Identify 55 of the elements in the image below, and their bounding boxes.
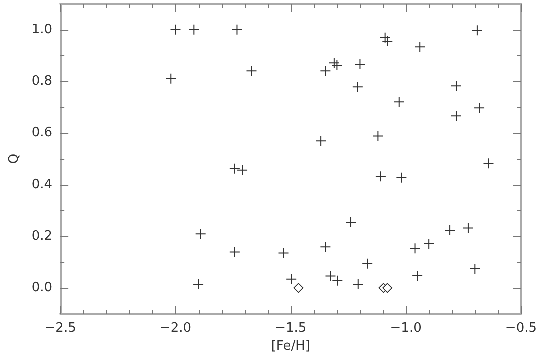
- x-tick-label: −1.0: [390, 321, 422, 336]
- point: [229, 163, 240, 174]
- point: [320, 66, 332, 77]
- point: [474, 102, 486, 114]
- x-tick-label: −1.5: [275, 321, 307, 336]
- y-tick-label: 0.2: [32, 229, 53, 244]
- point: [380, 32, 391, 44]
- point: [354, 58, 366, 70]
- y-tick-label: 0.8: [32, 74, 53, 89]
- point: [294, 283, 304, 294]
- y-tick-label: 0.0: [32, 280, 53, 296]
- point: [362, 258, 374, 270]
- point: [166, 73, 177, 84]
- point: [412, 270, 424, 282]
- y-tick-label: 0.6: [32, 126, 53, 141]
- y-tick-label: 0.4: [32, 177, 53, 192]
- point: [193, 279, 204, 290]
- point: [246, 66, 258, 77]
- point: [462, 222, 474, 234]
- point: [450, 80, 462, 92]
- point: [232, 24, 243, 36]
- point: [332, 60, 343, 71]
- point: [352, 82, 364, 93]
- point: [188, 24, 200, 36]
- point: [352, 279, 364, 290]
- x-tick-label: −0.5: [505, 321, 538, 336]
- point: [195, 228, 206, 240]
- point: [396, 172, 408, 184]
- y-axis-title: Q: [7, 154, 22, 164]
- point: [414, 42, 426, 53]
- x-axis-title: [Fe/H]: [271, 339, 310, 354]
- point: [444, 225, 456, 236]
- point: [450, 110, 462, 122]
- point: [410, 243, 421, 254]
- point: [470, 264, 481, 275]
- x-tick-label: −2.5: [44, 321, 76, 336]
- point: [237, 164, 248, 176]
- point: [346, 217, 357, 228]
- point: [278, 248, 290, 259]
- point: [372, 130, 384, 142]
- x-tick-label: −2.0: [160, 321, 192, 336]
- point: [320, 242, 332, 253]
- point: [170, 24, 182, 36]
- point: [286, 274, 298, 285]
- y-tick-label: 1.0: [32, 22, 53, 38]
- point: [328, 58, 340, 69]
- point: [394, 96, 405, 108]
- point: [316, 136, 327, 147]
- point: [229, 246, 240, 258]
- point: [424, 238, 435, 250]
- point: [472, 25, 483, 36]
- point: [382, 283, 393, 294]
- point: [375, 171, 386, 182]
- point: [382, 36, 394, 47]
- point: [483, 158, 494, 170]
